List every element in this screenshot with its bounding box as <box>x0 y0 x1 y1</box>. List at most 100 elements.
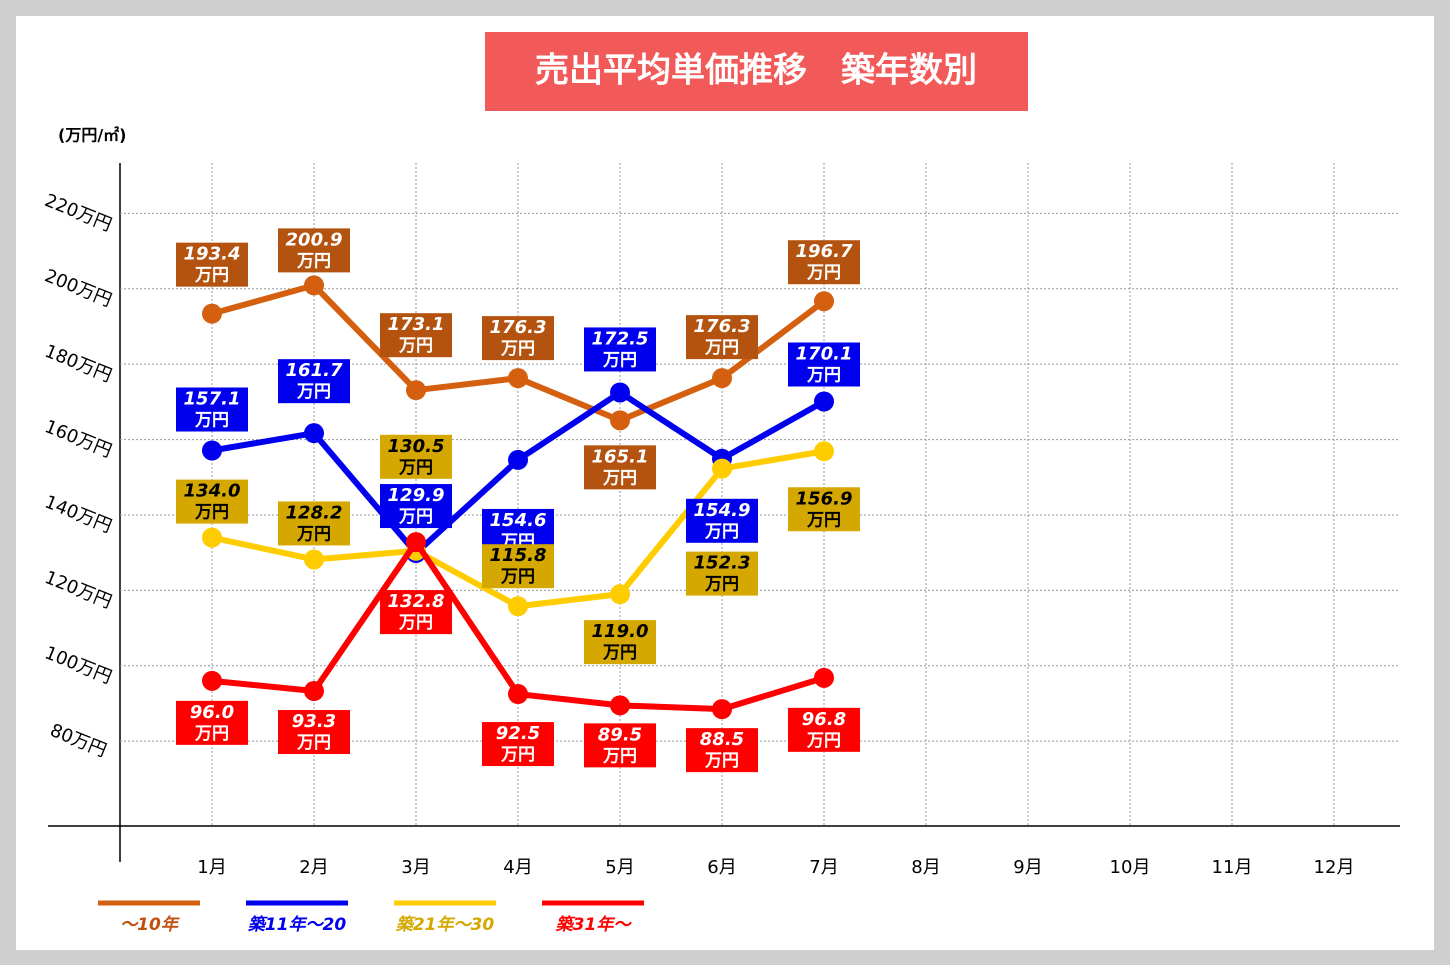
value-label-box <box>482 544 554 589</box>
value-label: 173.1 <box>388 314 445 335</box>
y-tick-label: 160万円 <box>42 416 115 462</box>
value-label-unit: 万円 <box>194 724 229 744</box>
value-label-unit: 万円 <box>398 507 433 527</box>
value-label-box <box>278 501 350 546</box>
value-label-unit: 万円 <box>398 336 433 356</box>
legend-label: 築11年～20 <box>248 915 346 935</box>
value-label-unit: 万円 <box>194 411 229 431</box>
value-label-unit: 万円 <box>806 510 841 530</box>
point <box>610 410 630 431</box>
x-tick-label: 6月 <box>707 857 736 878</box>
point <box>508 596 528 617</box>
value-label-unit: 万円 <box>500 567 535 587</box>
point <box>814 441 834 462</box>
y-tick-label: 200万円 <box>42 265 115 311</box>
x-tick-label: 4月 <box>503 857 532 878</box>
point <box>814 291 834 312</box>
value-label-unit: 万円 <box>398 458 433 478</box>
value-label-box <box>788 707 860 752</box>
x-tick-label: 8月 <box>911 857 940 878</box>
value-label-box <box>380 484 452 529</box>
value-label-box <box>686 315 758 360</box>
legend-label: ～10年 <box>120 915 180 935</box>
value-label-unit: 万円 <box>398 613 433 633</box>
point <box>202 670 222 691</box>
value-label-unit: 万円 <box>500 745 535 765</box>
value-label: 196.7 <box>796 241 853 262</box>
value-label-unit: 万円 <box>602 468 637 488</box>
value-label-box <box>176 387 248 432</box>
point <box>304 681 324 702</box>
value-label: 92.5 <box>496 723 540 744</box>
value-label-box <box>788 342 860 387</box>
y-tick-label: 220万円 <box>42 190 115 236</box>
point <box>814 391 834 412</box>
value-label-unit: 万円 <box>806 365 841 385</box>
value-label: 176.3 <box>490 317 547 338</box>
value-label: 132.8 <box>388 591 445 612</box>
value-label-unit: 万円 <box>704 575 739 595</box>
value-label: 89.5 <box>598 724 642 745</box>
x-tick-label: 10月 <box>1110 857 1151 878</box>
point <box>610 584 630 605</box>
point <box>508 449 528 470</box>
value-label-unit: 万円 <box>602 643 637 663</box>
value-label-box <box>278 228 350 273</box>
x-tick-label: 3月 <box>401 857 430 878</box>
y-tick-label: 140万円 <box>42 492 115 538</box>
value-label-box <box>686 551 758 596</box>
point <box>508 368 528 389</box>
value-label-unit: 万円 <box>194 266 229 286</box>
value-label-box <box>176 700 248 745</box>
legend-label: 築21年～30 <box>396 915 494 935</box>
point <box>202 527 222 548</box>
value-label-box <box>176 479 248 524</box>
value-label-box <box>278 710 350 755</box>
x-tick-label: 11月 <box>1212 857 1253 878</box>
point <box>610 695 630 716</box>
x-tick-label: 2月 <box>299 857 328 878</box>
point <box>304 423 324 444</box>
value-label-box <box>584 445 656 490</box>
value-label: 161.7 <box>286 360 343 381</box>
value-label-box <box>788 487 860 532</box>
value-label-unit: 万円 <box>704 751 739 771</box>
y-axis-label: (万円/㎡) <box>58 126 126 145</box>
value-label-box <box>788 240 860 285</box>
value-label: 129.9 <box>388 485 445 506</box>
point <box>610 382 630 403</box>
value-label-unit: 万円 <box>806 263 841 283</box>
value-label-unit: 万円 <box>704 338 739 358</box>
value-label: 172.5 <box>592 328 649 349</box>
x-tick-label: 9月 <box>1013 857 1042 878</box>
value-label: 88.5 <box>700 729 744 750</box>
point <box>304 549 324 570</box>
point <box>814 667 834 688</box>
value-label: 165.1 <box>592 446 649 467</box>
point <box>508 684 528 705</box>
value-label-box <box>482 316 554 361</box>
value-label: 157.1 <box>184 389 241 410</box>
value-label-box <box>176 242 248 287</box>
value-label-box <box>278 359 350 404</box>
value-label-unit: 万円 <box>194 503 229 523</box>
value-label: 170.1 <box>796 343 853 364</box>
value-label-box <box>584 327 656 372</box>
legend-label: 築31年～ <box>556 915 633 935</box>
value-label-unit: 万円 <box>602 350 637 370</box>
value-label: 93.3 <box>292 711 336 732</box>
value-label-box <box>380 313 452 358</box>
y-tick-label: 120万円 <box>42 567 115 613</box>
point <box>304 275 324 296</box>
value-label: 154.9 <box>694 500 751 521</box>
value-label-unit: 万円 <box>296 251 331 271</box>
value-label: 200.9 <box>286 229 343 250</box>
value-label: 96.8 <box>802 709 846 730</box>
value-label: 193.4 <box>184 244 241 265</box>
y-tick-label: 100万円 <box>42 642 115 688</box>
value-label: 134.0 <box>184 481 241 502</box>
value-label-unit: 万円 <box>500 339 535 359</box>
value-label-box <box>686 498 758 543</box>
value-label-box <box>380 434 452 479</box>
